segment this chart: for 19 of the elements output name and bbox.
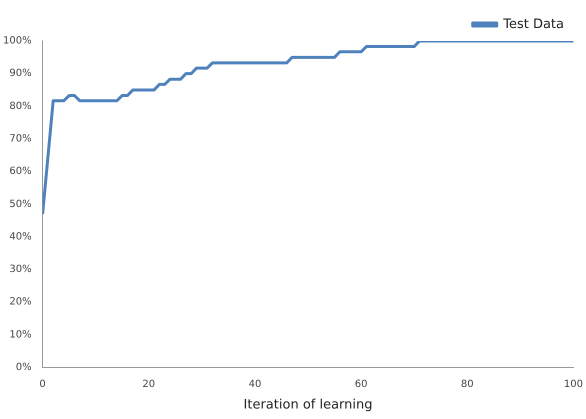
y-tick-label: 0%	[16, 362, 32, 373]
x-tick-label: 20	[142, 378, 156, 390]
y-tick-label: 40%	[9, 231, 32, 242]
y-tick-label: 60%	[9, 166, 32, 178]
y-tick-label: 50%	[9, 198, 32, 210]
x-tick-label: 0	[39, 378, 46, 390]
y-tick-label: 100%	[2, 36, 32, 47]
y-tick-label: 90%	[9, 68, 32, 80]
x-tick-label: 80	[460, 378, 474, 390]
y-tick-label: 20%	[9, 296, 32, 308]
x-tick-label: 100	[564, 378, 584, 390]
x-tick-label: 60	[354, 378, 368, 390]
x-tick-label: 40	[248, 378, 262, 390]
y-tick-label: 70%	[9, 134, 32, 145]
y-tick-label: 30%	[9, 264, 32, 276]
y-tick-label: 80%	[9, 100, 32, 112]
legend-label: Test Data	[502, 16, 564, 32]
y-tick-label: 10%	[9, 329, 32, 340]
x-axis-title: Iteration of learning	[244, 398, 373, 413]
